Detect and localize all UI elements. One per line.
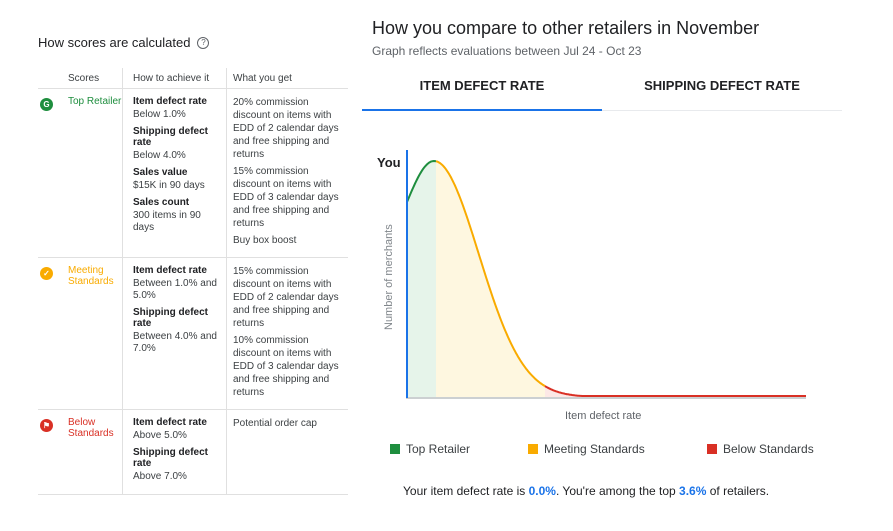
criterion-name: Shipping defect rate: [133, 126, 208, 148]
legend-below-standards: Below Standards: [707, 442, 814, 456]
benefit-text: 10% commission discount on items with ED…: [233, 335, 339, 398]
benefit-text: 15% commission discount on items with ED…: [233, 266, 339, 329]
criterion-value: Above 7.0%: [133, 471, 187, 482]
table-header: Scores How to achieve it What you get: [38, 68, 348, 89]
criterion-name: Sales value: [133, 167, 188, 178]
tier-name: Top Retailer: [68, 96, 122, 107]
benefits-cell: 20% commission discount on items with ED…: [226, 89, 348, 257]
criterion-name: Shipping defect rate: [133, 307, 208, 329]
header-scores: Scores: [68, 72, 100, 84]
criterion-name: Shipping defect rate: [133, 447, 208, 469]
criterion-value: 300 items in 90 days: [133, 210, 201, 233]
legend-swatch-yellow: [528, 444, 538, 454]
criterion: Shipping defect rate Above 7.0%: [133, 447, 222, 483]
summary-rate: 0.0%: [528, 484, 556, 498]
criterion-value: $15K in 90 days: [133, 180, 205, 191]
legend-label: Below Standards: [723, 442, 814, 456]
summary-suffix: of retailers.: [706, 484, 770, 498]
benefits-cell: Potential order cap: [226, 410, 348, 494]
below-standards-area: [545, 386, 806, 397]
tier-cell: ⚑ Below Standards: [38, 410, 122, 494]
legend-label: Top Retailer: [406, 442, 471, 456]
tier-badge-icon: G: [40, 98, 53, 111]
table-row: ✓ Meeting Standards Item defect rate Betwee…: [38, 258, 348, 410]
summary-prefix: Your item defect rate is: [403, 484, 529, 498]
tab-item-defect-rate[interactable]: ITEM DEFECT RATE: [362, 70, 602, 111]
legend-swatch-red: [707, 444, 717, 454]
you-marker-label: You: [377, 155, 401, 170]
criteria-cell: Item defect rate Below 1.0% Shipping defec…: [122, 89, 226, 257]
criterion: Item defect rate Above 5.0%: [133, 417, 222, 442]
distribution-chart: [406, 150, 806, 399]
scores-table: Scores How to achieve it What you get G T…: [38, 68, 348, 495]
criterion-name: Sales count: [133, 197, 190, 208]
benefits-cell: 15% commission discount on items with ED…: [226, 258, 348, 409]
tier-cell: ✓ Meeting Standards: [38, 258, 122, 409]
meeting-standards-curve: [435, 160, 546, 388]
scores-title: How scores are calculated ?: [38, 35, 210, 50]
scores-panel: How scores are calculated ? Scores How t…: [0, 0, 350, 531]
criteria-cell: Item defect rate Above 5.0% Shipping defec…: [122, 410, 226, 494]
benefit-text: Potential order cap: [233, 418, 317, 429]
criterion-value: Between 1.0% and 5.0%: [133, 278, 217, 301]
compare-subtitle: Graph reflects evaluations between Jul 2…: [372, 44, 642, 58]
benefit-text: 15% commission discount on items with ED…: [233, 166, 339, 229]
table-row: ⚑ Below Standards Item defect rate Above 5.…: [38, 410, 348, 495]
summary-text: Your item defect rate is 0.0%. You're am…: [403, 484, 769, 498]
top-retailer-area: [407, 161, 436, 397]
compare-title: How you compare to other retailers in No…: [372, 18, 760, 38]
criterion-name: Item defect rate: [133, 96, 207, 107]
legend-label: Meeting Standards: [544, 442, 645, 456]
tab-shipping-defect-rate[interactable]: SHIPPING DEFECT RATE: [644, 78, 800, 93]
criteria-cell: Item defect rate Between 1.0% and 5.0% Shi…: [122, 258, 226, 409]
criterion-name: Item defect rate: [133, 417, 207, 428]
summary-middle: . You're among the top: [555, 484, 680, 498]
legend-meeting-standards: Meeting Standards: [528, 442, 645, 456]
benefit-text: 20% commission discount on items with ED…: [233, 97, 339, 160]
tier-name: Meeting Standards: [68, 265, 114, 287]
tier-badge-icon: ✓: [40, 267, 53, 280]
legend-swatch-green: [390, 444, 400, 454]
meeting-standards-area: [436, 161, 545, 397]
criterion-value: Below 1.0%: [133, 109, 186, 120]
criterion: Shipping defect rate Below 4.0%: [133, 126, 222, 162]
below-standards-curve: [544, 385, 806, 397]
tier-badge-icon: ⚑: [40, 419, 53, 432]
criterion: Shipping defect rate Between 4.0% and 7.0…: [133, 307, 222, 355]
header-get: What you get: [226, 68, 348, 88]
y-axis-label: Number of merchants: [383, 224, 395, 330]
criterion: Item defect rate Below 1.0%: [133, 96, 222, 121]
tier-rows: G Top Retailer Item defect rate Below 1.0% S…: [38, 89, 348, 495]
criterion-value: Between 4.0% and 7.0%: [133, 331, 217, 354]
criterion-value: Above 5.0%: [133, 430, 187, 441]
x-axis-label: Item defect rate: [565, 410, 642, 422]
summary-top: 3.6%: [679, 484, 707, 498]
tier-cell: G Top Retailer: [38, 89, 122, 257]
criterion-name: Item defect rate: [133, 265, 207, 276]
criterion: Sales count 300 items in 90 days: [133, 197, 222, 234]
header-how: How to achieve it: [122, 68, 226, 88]
table-row: G Top Retailer Item defect rate Below 1.0% S…: [38, 89, 348, 258]
criterion: Item defect rate Between 1.0% and 5.0%: [133, 265, 222, 302]
top-retailer-curve: [406, 159, 437, 203]
benefit-text: Buy box boost: [233, 235, 297, 246]
legend-top-retailer: Top Retailer: [390, 442, 470, 456]
scores-title-text: How scores are calculated: [38, 35, 191, 50]
help-icon[interactable]: ?: [197, 36, 210, 49]
tier-name: Below Standards: [68, 417, 114, 439]
rate-tabs: ITEM DEFECT RATE SHIPPING DEFECT RATE: [362, 70, 842, 111]
criterion: Sales value $15K in 90 days: [133, 167, 222, 192]
criterion-value: Below 4.0%: [133, 150, 186, 161]
